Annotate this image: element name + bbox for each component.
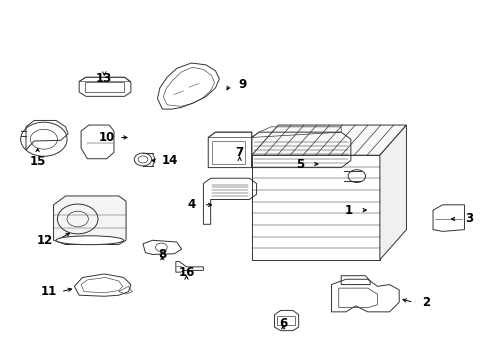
Text: 6: 6 [279,318,287,330]
Polygon shape [251,125,406,155]
Text: 14: 14 [161,154,178,167]
Text: 10: 10 [99,131,115,144]
Text: 2: 2 [421,296,429,309]
Text: 3: 3 [464,212,472,225]
Text: 9: 9 [238,78,245,91]
Text: 4: 4 [187,198,195,211]
Text: 1: 1 [344,204,352,217]
Text: 15: 15 [29,155,46,168]
Text: 5: 5 [295,158,304,171]
Text: 7: 7 [235,146,243,159]
Ellipse shape [56,236,123,245]
Text: 13: 13 [96,72,112,85]
Text: 12: 12 [37,234,53,247]
Bar [211,141,245,164]
Text: 16: 16 [178,266,194,279]
Bar [85,82,123,92]
Polygon shape [379,125,406,260]
Text: 8: 8 [158,248,166,261]
Text: 11: 11 [41,285,57,298]
Polygon shape [53,196,126,244]
Bar [251,155,379,260]
